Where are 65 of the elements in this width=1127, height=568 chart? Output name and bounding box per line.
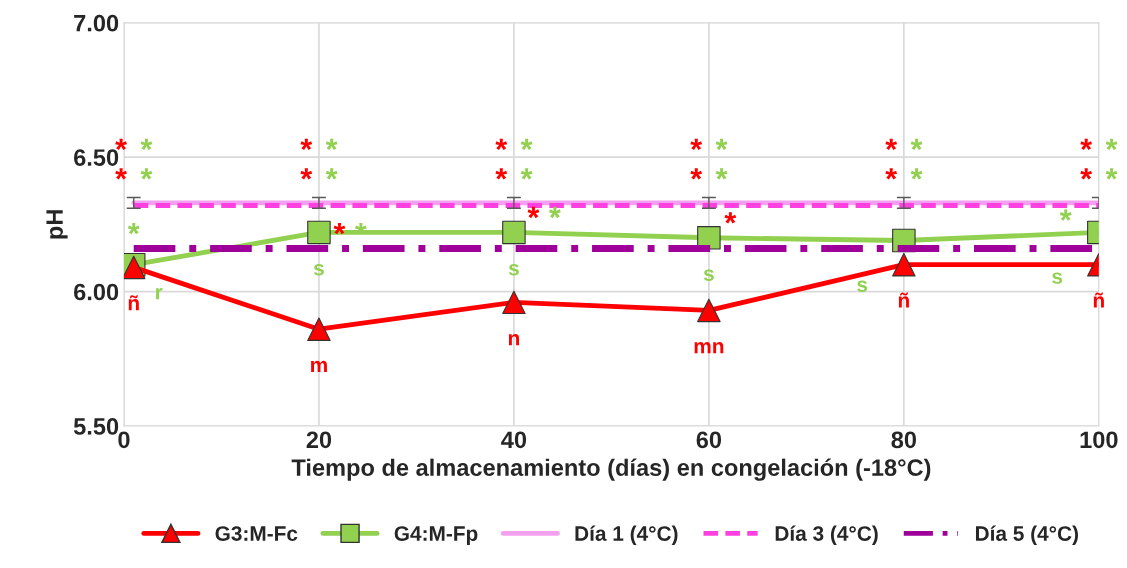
annotation: * (549, 206, 561, 219)
annotation: * (115, 138, 127, 151)
point (307, 317, 331, 341)
annotation: * (1080, 138, 1093, 151)
data-label: mn (694, 342, 724, 354)
x-tick-label: 40 (501, 431, 527, 449)
x-tick-label: 20 (306, 431, 332, 449)
data-label: ñ (128, 295, 139, 311)
annotation: * (715, 138, 728, 151)
data-label: s (1052, 272, 1063, 284)
x-tick-label: 60 (696, 431, 722, 449)
point (697, 226, 721, 250)
annotation: * (885, 138, 898, 151)
y-tick-label: 6.50 (74, 149, 119, 166)
text: * (1105, 138, 1118, 151)
annotation: * (115, 168, 127, 180)
x-tick-label: 100 (1080, 431, 1118, 449)
legend-label: G4:M-Fp (394, 526, 478, 546)
annotation: * (885, 168, 898, 180)
data-label: s (703, 269, 714, 281)
legend-label: Día 3 (4°C) (775, 525, 878, 546)
data-label: r (156, 288, 163, 300)
data-label: m (311, 360, 327, 373)
data-label: ñ (898, 292, 909, 308)
annotation: * (300, 138, 313, 151)
annotation: * (1059, 209, 1072, 221)
annotation: * (520, 138, 533, 151)
data-label: s (313, 264, 324, 276)
y-tick-label: 7.00 (74, 14, 119, 32)
y-axis-title: pH (46, 210, 68, 239)
point (307, 220, 331, 245)
legend-label: Día 1 (4°C) (575, 525, 678, 546)
text: * (1105, 168, 1118, 180)
annotation: * (300, 168, 313, 180)
data-label: s (857, 280, 868, 292)
annotation: * (140, 138, 153, 151)
annotation: * (690, 138, 703, 151)
point (892, 252, 916, 277)
data-label: s (508, 264, 519, 276)
annotation: * (690, 168, 703, 180)
data-label: ñ (1093, 292, 1104, 308)
annotation: * (325, 168, 338, 180)
annotation: * (495, 168, 508, 180)
x-tick-label: 0 (118, 431, 130, 449)
point (502, 220, 526, 245)
x-tick-label: 80 (891, 431, 917, 449)
annotation: * (910, 168, 923, 180)
annotation: * (910, 138, 923, 151)
annotation: * (520, 168, 533, 180)
y-tick-label: 6.00 (74, 283, 119, 301)
annotation: * (724, 212, 737, 224)
annotation: * (127, 222, 140, 235)
x-axis-title: Tiempo de almacenamiento (días) en congelación (-18°C) (291, 458, 931, 481)
annotation: * (140, 168, 153, 180)
point (697, 298, 721, 323)
annotation: * (715, 168, 728, 180)
legend-label: G3:M-Fc (215, 526, 298, 541)
annotation: * (325, 138, 338, 151)
data-label: n (508, 333, 519, 346)
annotation: * (495, 138, 508, 151)
y-tick-label: 5.50 (73, 418, 119, 435)
annotation: * (1080, 168, 1093, 180)
annotation: * (527, 206, 540, 219)
point (502, 290, 526, 315)
legend-label: Día 5 (4°C) (975, 525, 1078, 546)
